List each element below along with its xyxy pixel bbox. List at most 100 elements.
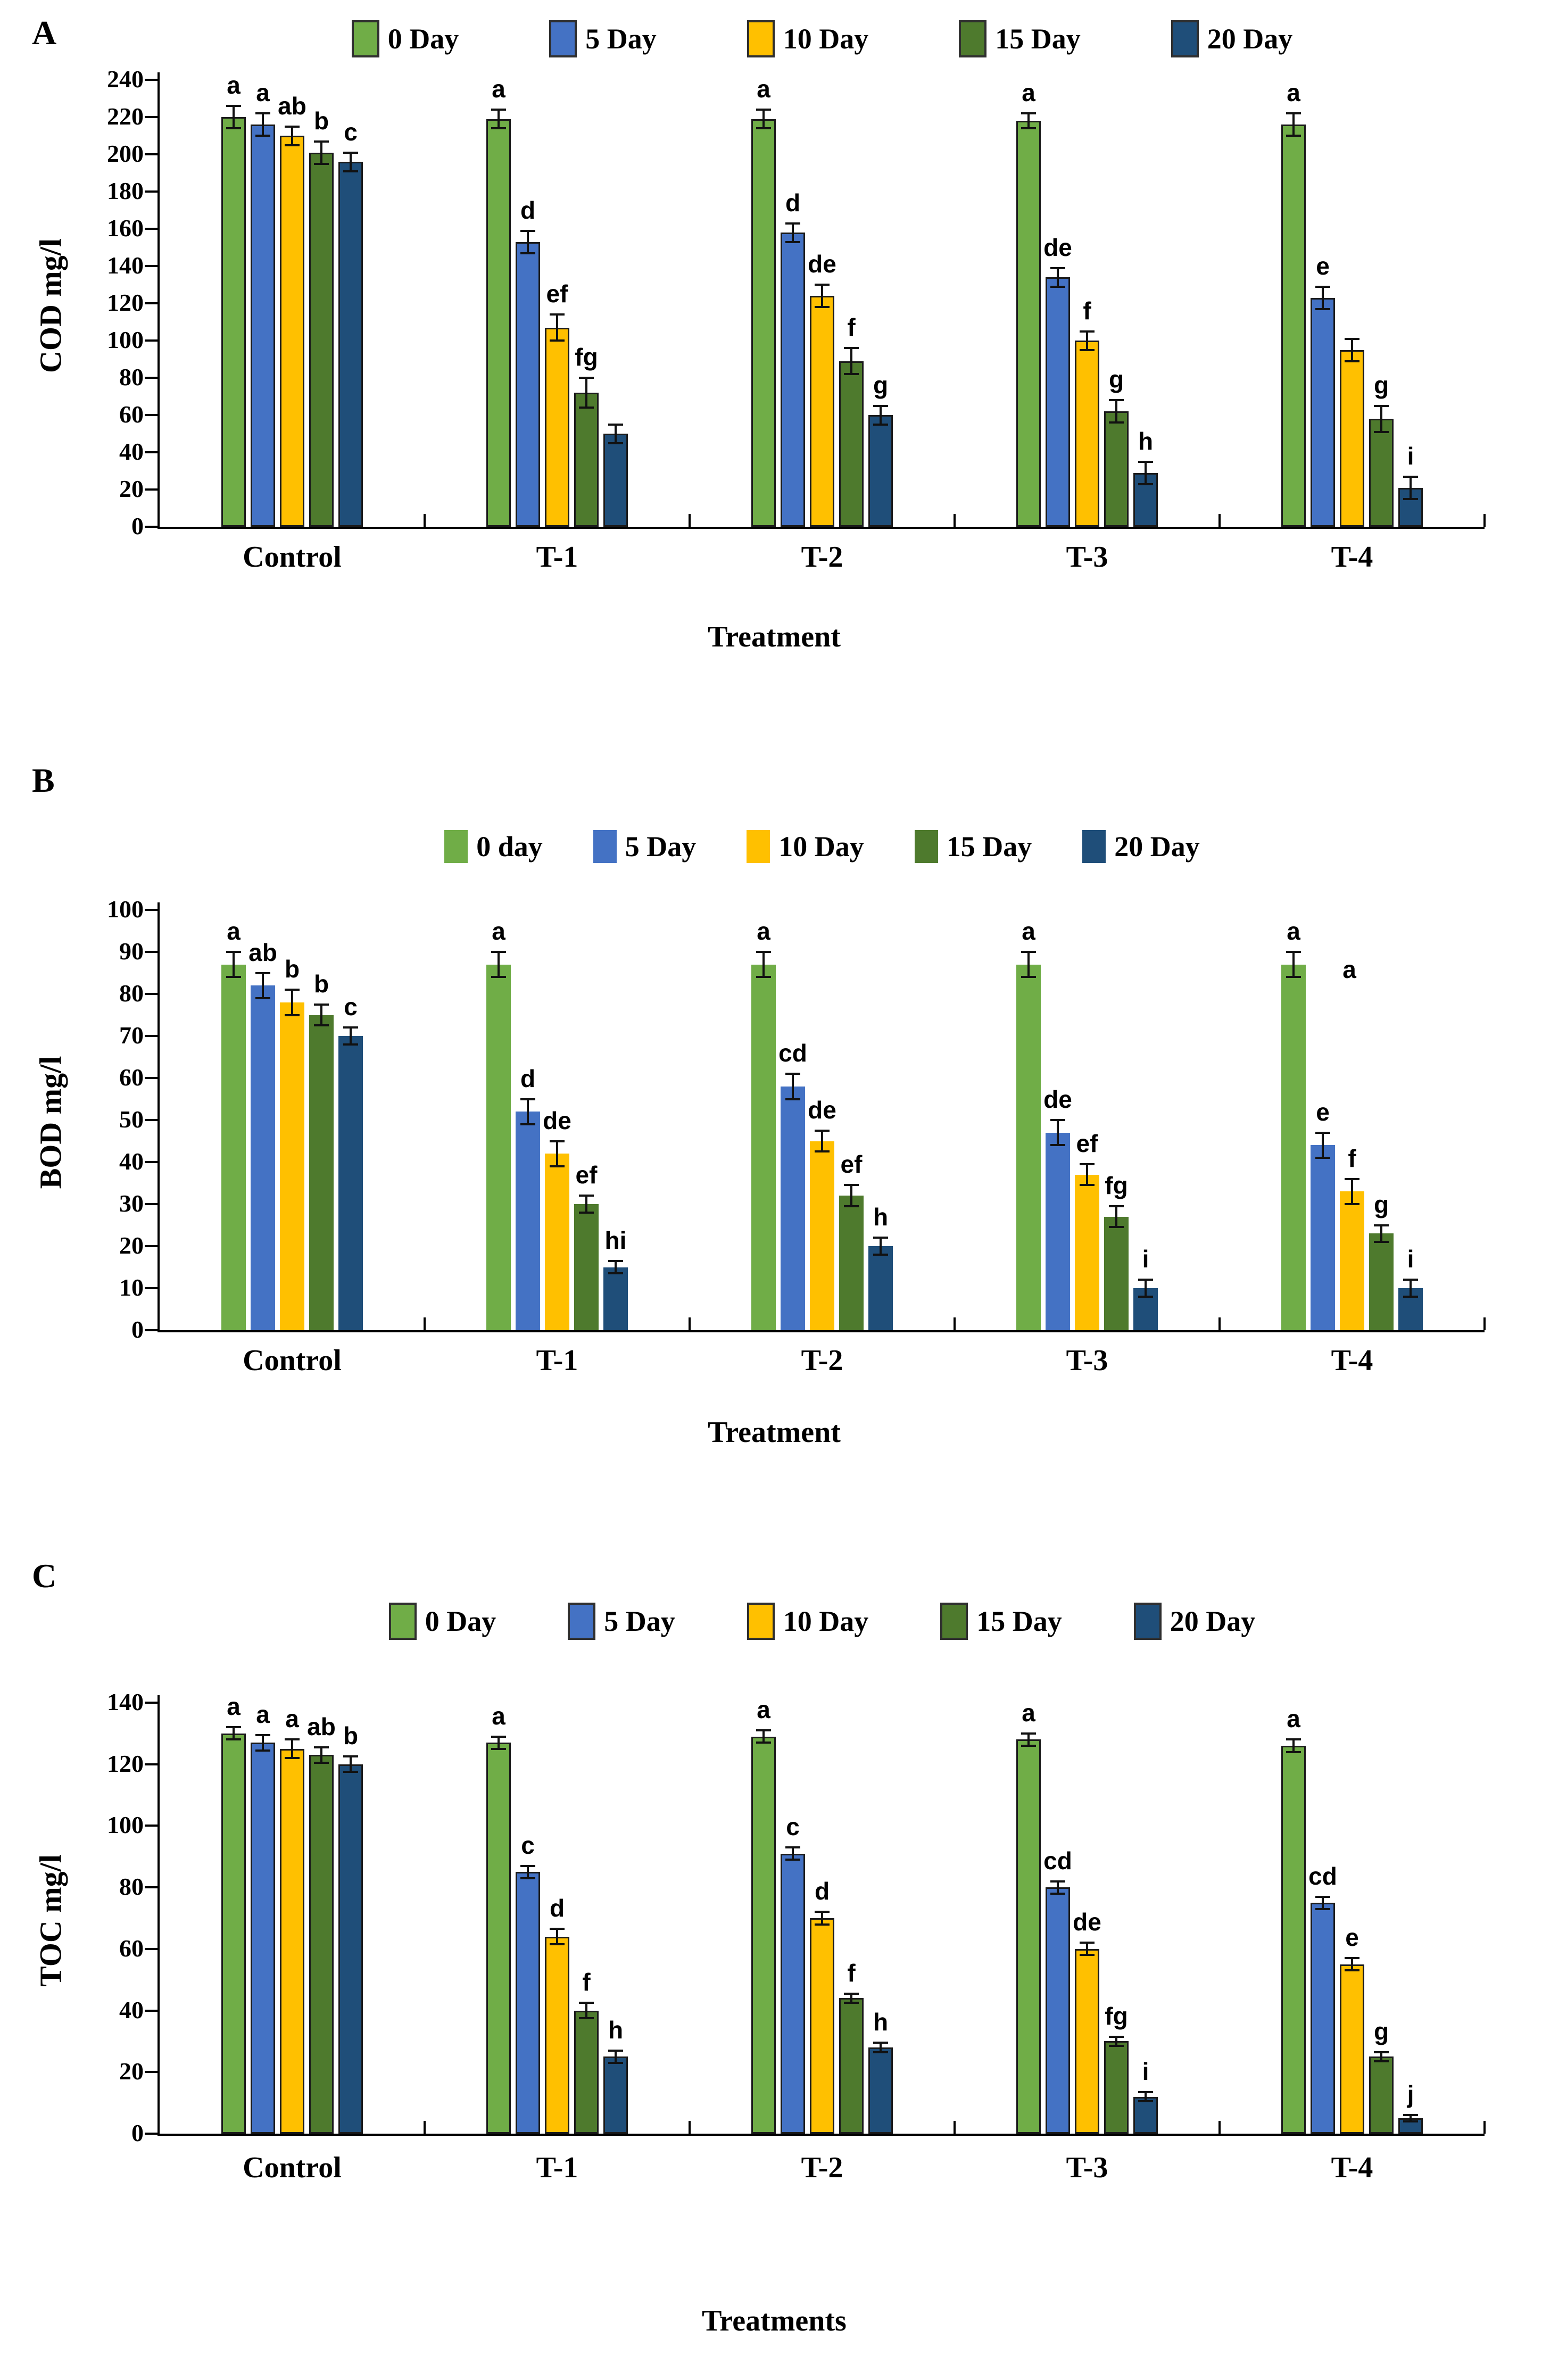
y-tick-mark [145, 190, 159, 193]
error-bar-cap [756, 976, 771, 978]
bar-A-Control-15Day [309, 152, 334, 527]
bar-C-T-4-15Day [1369, 2056, 1394, 2134]
error-bar [1292, 952, 1295, 977]
significance-letter: ab [248, 938, 277, 966]
error-bar-cap [1345, 337, 1359, 340]
error-bar-cap [608, 1259, 623, 1262]
legend-swatch-icon [747, 1603, 775, 1640]
y-tick-mark [145, 153, 159, 155]
error-bar-cap [491, 951, 506, 953]
legend-label: 15 Day [946, 831, 1032, 863]
error-bar [821, 1130, 823, 1152]
y-tick-label: 70 [119, 1022, 144, 1049]
error-bar-cap [285, 989, 300, 991]
y-tick-label: 20 [119, 1232, 144, 1259]
error-bar [1292, 1739, 1295, 1752]
legend-label: 0 Day [387, 23, 459, 55]
error-bar-cap [1050, 1144, 1065, 1147]
panel-label-B: B [32, 761, 55, 799]
error-bar [850, 1993, 852, 2003]
bar-C-T-2-10Day [810, 1918, 834, 2134]
bar-A-T-1-0Day [486, 119, 511, 527]
y-tick-mark [145, 951, 159, 953]
y-tick-mark [145, 377, 159, 379]
legend-label: 5 Day [585, 23, 657, 55]
error-bar-cap [314, 1746, 329, 1748]
error-bar-cap [756, 109, 771, 111]
x-boundary-tick [689, 514, 691, 527]
error-bar [1145, 461, 1147, 484]
significance-letter: h [1138, 427, 1154, 455]
bar-B-T-3-15Day [1104, 1216, 1129, 1330]
bar-C-Control-15Day [309, 1755, 334, 2134]
bar-B-T-4-0day [1281, 964, 1306, 1330]
error-bar [262, 1735, 264, 1751]
panel-label-C: C [32, 1557, 57, 1595]
error-bar-cap [1080, 1163, 1095, 1165]
bar-B-T-1-15Day [574, 1204, 599, 1330]
legend-item-15-day: 15 Day [914, 830, 1032, 863]
bar-C-T-4-10Day [1340, 1964, 1364, 2134]
significance-letter: de [1043, 1085, 1072, 1113]
panel-label-A: A [32, 14, 57, 52]
error-bar [233, 1727, 235, 1740]
y-tick-label: 100 [107, 1811, 144, 1839]
error-bar-cap [1286, 1751, 1301, 1753]
significance-letter: c [521, 1831, 535, 1859]
bar-A-T-2-15Day [839, 361, 864, 527]
error-bar-cap [1138, 1279, 1153, 1281]
bar-B-Control-0day [221, 964, 246, 1330]
y-tick-label: 100 [107, 895, 144, 923]
significance-letter: b [313, 106, 329, 135]
y-tick-mark [145, 265, 159, 267]
significance-letter: f [582, 1968, 591, 1996]
bar-A-T-2-5Day [781, 233, 805, 527]
y-tick-label: 80 [119, 980, 144, 1007]
error-bar-cap [255, 135, 270, 137]
error-bar-cap [226, 105, 241, 107]
significance-letter: de [808, 1096, 836, 1124]
significance-letter: g [873, 371, 889, 399]
error-bar [1057, 1120, 1059, 1146]
error-bar-cap [550, 1165, 565, 1167]
x-category-label-t-4: T-4 [1331, 1344, 1373, 1377]
error-bar-cap [1138, 460, 1153, 463]
x-boundary-tick [1483, 1317, 1486, 1330]
error-bar-cap [756, 127, 771, 129]
error-bar-cap [785, 1073, 800, 1075]
error-bar [1027, 952, 1030, 977]
significance-letter: de [808, 250, 836, 278]
error-bar-cap [1109, 2045, 1124, 2047]
error-bar-cap [815, 1150, 830, 1153]
y-tick-label: 60 [119, 1934, 144, 1962]
error-bar-cap [756, 1729, 771, 1732]
error-bar-cap [579, 377, 594, 379]
error-bar [1322, 1896, 1324, 1909]
bar-A-Control-0Day [221, 117, 246, 527]
bar-A-Control-20Day [338, 162, 363, 527]
error-bar-cap [873, 1253, 888, 1256]
error-bar [320, 141, 322, 164]
significance-letter: h [608, 2016, 624, 2044]
error-bar-cap [815, 1129, 830, 1132]
significance-letter: f [1083, 296, 1091, 325]
error-bar [291, 990, 293, 1015]
legend-swatch-icon [1171, 20, 1199, 57]
y-tick-label: 220 [107, 103, 144, 130]
error-bar-cap [343, 1755, 358, 1758]
significance-letter: a [1287, 1705, 1300, 1733]
y-tick-label: 180 [107, 177, 144, 204]
significance-letter: a [1022, 917, 1035, 945]
y-tick-label: 80 [119, 1873, 144, 1901]
error-bar [291, 126, 293, 145]
bar-A-T-4-15Day [1369, 419, 1394, 527]
bar-A-T-4-10Day [1340, 350, 1364, 527]
bar-C-Control-0Day [221, 1733, 246, 2134]
significance-letter: d [785, 188, 801, 217]
x-axis-title-B: Treatment [708, 1416, 841, 1449]
error-bar-cap [873, 2042, 888, 2044]
legend-swatch-icon [444, 830, 468, 863]
error-bar-cap [226, 1738, 241, 1741]
error-bar-cap [1345, 1957, 1359, 1960]
bar-B-Control-10Day [280, 1002, 304, 1330]
